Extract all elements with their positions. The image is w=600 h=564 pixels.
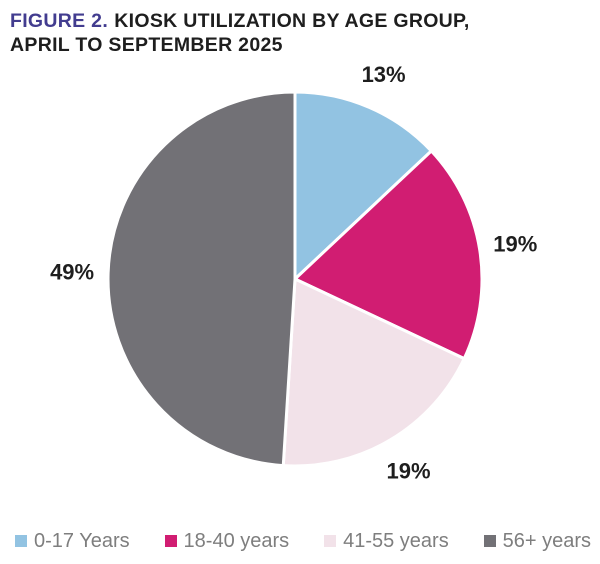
pie-slice-0-17-years: [293, 90, 433, 281]
legend-swatch-56-plus-years: [483, 535, 496, 547]
legend-label: 41-55 years: [343, 529, 449, 552]
chart-legend: 0-17 Years 18-40 years 41-55 years 56+ y…: [15, 527, 591, 555]
pie-slice-56-years: [106, 90, 297, 468]
slice-value-label: 19%: [493, 232, 537, 257]
legend-swatch-41-55-years: [324, 535, 337, 547]
pie-slice-41-55-years: [281, 277, 466, 468]
legend-label: 56+ years: [502, 529, 591, 552]
figure-title-line2: APRIL TO SEPTEMBER 2025: [10, 34, 283, 56]
slice-value-label: 49%: [50, 260, 94, 285]
pie-slice-18-40-years: [293, 149, 484, 361]
figure-title: FIGURE 2. KIOSK UTILIZATION BY AGE GROUP,…: [10, 9, 570, 57]
figure-title-line1: KIOSK UTILIZATION BY AGE GROUP,: [114, 10, 470, 32]
legend-item-0-17-years: 0-17 Years: [15, 530, 130, 553]
legend-item-18-40-years: 18-40 years: [164, 529, 290, 553]
figure-number-label: FIGURE 2.: [10, 10, 109, 32]
legend-swatch-0-17-years: [15, 535, 27, 547]
slice-value-label: 13%: [362, 62, 406, 87]
legend-label: 18-40 years: [183, 529, 290, 552]
slice-value-label: 19%: [386, 458, 430, 483]
legend-swatch-18-40-years: [164, 535, 177, 547]
legend-item-41-55-years: 41-55 years: [324, 530, 449, 553]
legend-label: 0-17 Years: [34, 529, 130, 552]
legend-item-56-plus-years: 56+ years: [483, 529, 591, 553]
